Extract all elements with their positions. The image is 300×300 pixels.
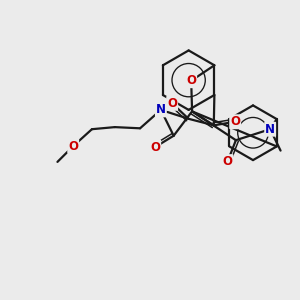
Text: O: O: [223, 155, 232, 168]
Text: O: O: [150, 140, 160, 154]
Text: O: O: [167, 97, 177, 110]
Text: N: N: [265, 123, 275, 136]
Text: O: O: [68, 140, 78, 153]
Text: O: O: [186, 74, 196, 87]
Text: N: N: [156, 103, 166, 116]
Text: O: O: [230, 115, 240, 128]
